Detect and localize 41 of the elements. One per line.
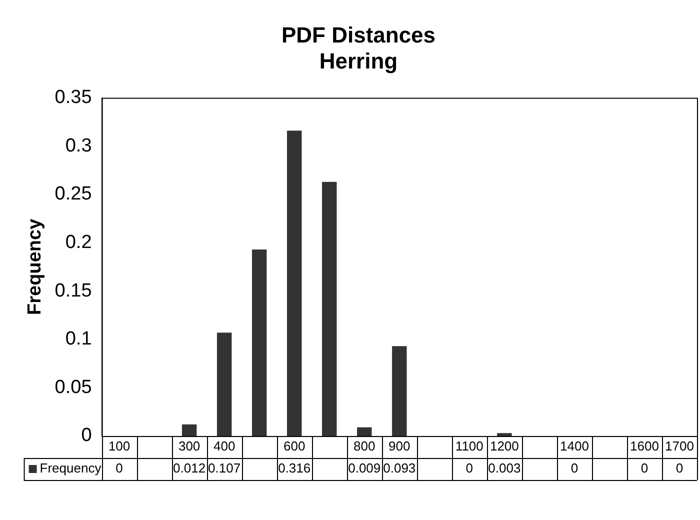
- data-label: 0: [676, 460, 684, 476]
- bar: [216, 332, 232, 436]
- x-tick-label: 400: [213, 438, 236, 454]
- y-tick-label: 0.2: [65, 232, 92, 253]
- x-tick-label: 1600: [630, 438, 659, 454]
- legend-label: Frequency: [40, 460, 102, 476]
- x-tick-label: 800: [354, 438, 376, 454]
- y-tick-label: 0.15: [54, 280, 92, 302]
- y-tick-label: 0.3: [65, 135, 92, 156]
- bar: [252, 250, 267, 436]
- x-tick-label: 1200: [490, 438, 519, 454]
- data-label: 0.009: [348, 460, 381, 476]
- data-label: 0: [116, 460, 123, 476]
- bar: [182, 424, 197, 436]
- x-tick-label: 1400: [560, 438, 589, 454]
- data-label: 0: [466, 460, 474, 476]
- y-tick-label: 0: [81, 425, 92, 446]
- x-tick-label: 600: [284, 438, 306, 454]
- bar: [287, 130, 302, 436]
- data-label: 0: [570, 460, 578, 476]
- y-tick-label: 0.25: [54, 184, 92, 205]
- x-tick-label: 1100: [455, 438, 484, 454]
- bar: [392, 346, 407, 436]
- y-axis-title: Frequency: [24, 218, 46, 315]
- data-label: 0.107: [208, 460, 241, 476]
- bar: [497, 433, 512, 436]
- x-tick-label: 1700: [665, 438, 694, 454]
- bar: [357, 427, 372, 436]
- data-label: 0.316: [278, 460, 311, 476]
- data-label: 0.003: [488, 460, 521, 476]
- y-tick-label: 0.05: [54, 376, 92, 398]
- x-tick-label: 100: [108, 438, 130, 454]
- data-label: 0.012: [173, 460, 206, 476]
- y-tick-label: 0.35: [54, 87, 92, 108]
- x-tick-label: 300: [178, 438, 200, 454]
- x-tick-label: 900: [388, 438, 410, 454]
- data-label: 0: [640, 460, 648, 476]
- data-label: 0.093: [383, 460, 416, 476]
- bar: [322, 182, 337, 436]
- y-tick-label: 0.1: [65, 328, 92, 350]
- chart-title: PDF Distances Herring: [281, 22, 436, 74]
